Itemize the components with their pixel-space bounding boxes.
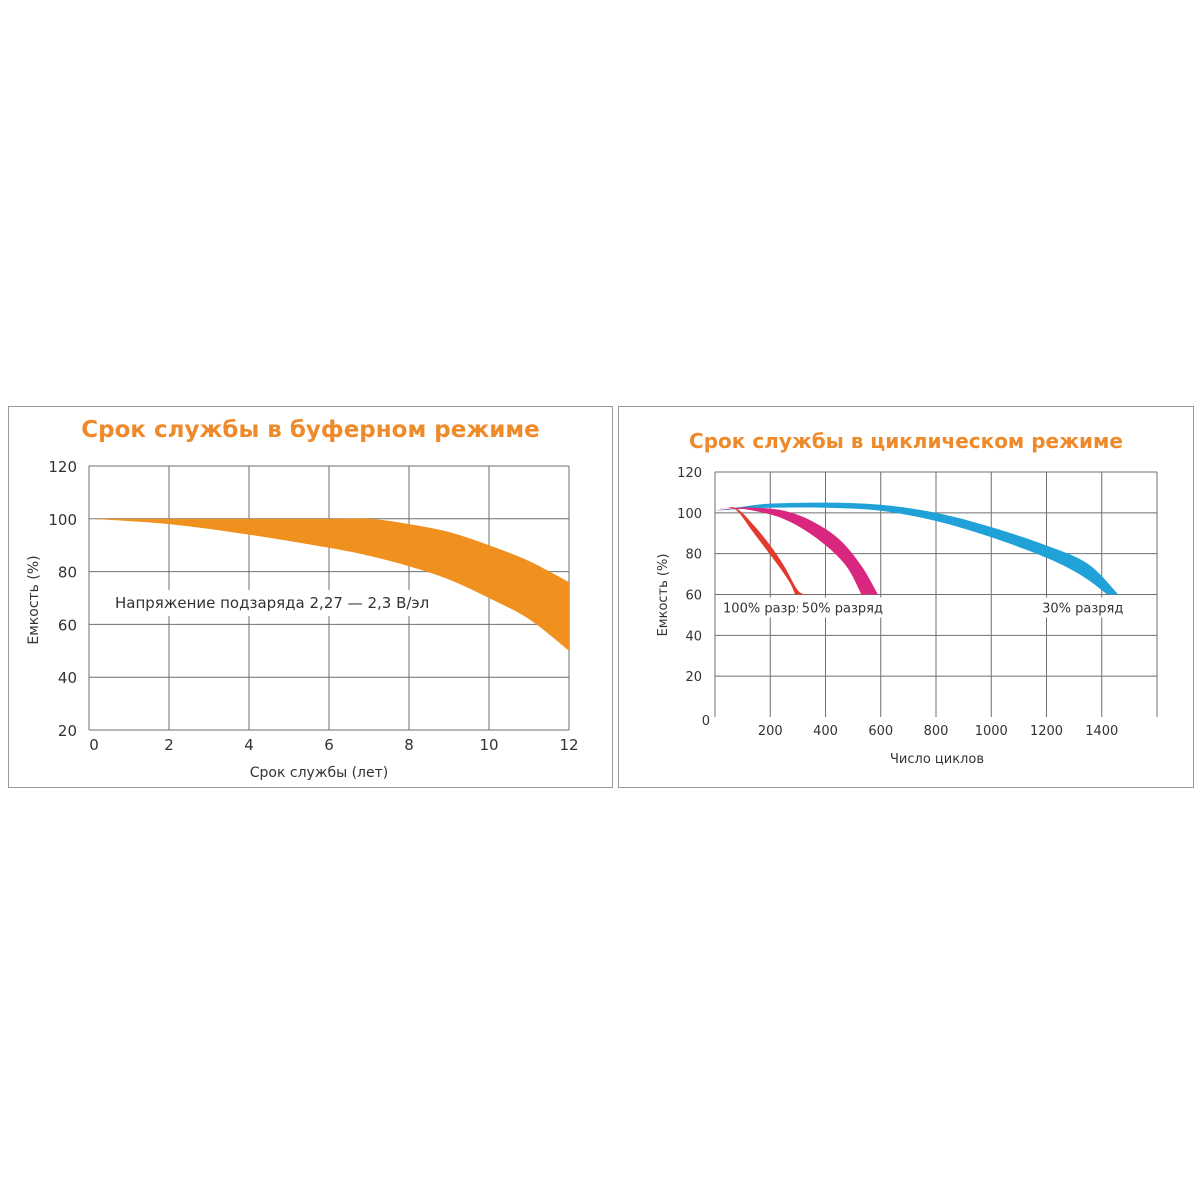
float-y-tick-label: 60 <box>58 616 77 634</box>
cyclic-y-tick-label: 60 <box>685 589 702 604</box>
cyclic-y-tick-label: 100 <box>677 507 702 522</box>
discharge-label-background <box>797 597 887 618</box>
float-x-tick-label: 10 <box>479 736 498 754</box>
cyclic-y-axis-label: Емкость (%) <box>656 554 671 637</box>
float-voltage-annotation: Напряжение подзаряда 2,27 — 2,3 В/эл <box>115 594 429 612</box>
float-y-tick-label: 80 <box>58 564 77 582</box>
float-x-axis-label: Срок службы (лет) <box>250 765 388 781</box>
float-y-tick-label: 120 <box>48 458 77 476</box>
discharge-label-background <box>1038 597 1128 618</box>
discharge-30-label: 30% разряд <box>1042 602 1123 617</box>
cyclic-y-tick-label: 80 <box>685 548 702 563</box>
cyclic-y-tick-label: 120 <box>677 466 702 481</box>
cyclic-x-tick-label: 600 <box>868 724 893 739</box>
discharge-30-band <box>715 502 1119 595</box>
float-life-chart: 20 40 60 80 100 120 0 2 4 6 8 10 12 Напряжение подз… <box>26 458 579 781</box>
cyclic-x-tick-label: 1000 <box>975 724 1008 739</box>
float-x-tick-label: 8 <box>404 736 414 754</box>
float-x-tick-label: 2 <box>164 736 174 754</box>
discharge-100-label: 100% разряд <box>723 602 813 617</box>
float-y-axis-label: Емкость (%) <box>26 555 42 644</box>
cyclic-x-tick-label: 1200 <box>1030 724 1063 739</box>
cyclic-x-tick-label: 1400 <box>1085 724 1118 739</box>
cyclic-x-axis-label: Число циклов <box>890 752 984 767</box>
cyclic-life-chart-title: Срок службы в циклическом режиме <box>689 429 1123 453</box>
discharge-label-background <box>719 597 817 618</box>
float-y-tick-label: 20 <box>58 722 77 740</box>
discharge-100-band <box>715 507 808 595</box>
cyclic-x-tick-label: 200 <box>758 724 783 739</box>
discharge-50-label: 50% разряд <box>802 602 883 617</box>
discharge-50-band <box>715 507 878 595</box>
float-y-tick-label: 100 <box>48 511 77 529</box>
cyclic-x-tick-label: 800 <box>924 724 949 739</box>
float-life-chart-title: Срок службы в буферном режиме <box>81 417 540 443</box>
cyclic-life-chart-panel: Срок службы в циклическом режиме 100% ра… <box>618 406 1194 788</box>
float-life-chart-panel: Срок службы в буферном режиме 20 40 60 80 10… <box>8 406 613 788</box>
cyclic-y-tick-label: 0 <box>702 714 710 729</box>
float-x-tick-label: 4 <box>244 736 254 754</box>
float-x-tick-label: 6 <box>324 736 334 754</box>
cyclic-x-tick-label: 400 <box>813 724 838 739</box>
cyclic-y-tick-label: 40 <box>685 629 702 644</box>
float-x-tick-label: 0 <box>89 736 99 754</box>
float-life-band <box>89 518 569 651</box>
float-annotation-background <box>109 590 436 616</box>
cyclic-y-tick-label: 20 <box>685 670 702 685</box>
float-y-tick-label: 40 <box>58 669 77 687</box>
float-x-tick-label: 12 <box>559 736 578 754</box>
